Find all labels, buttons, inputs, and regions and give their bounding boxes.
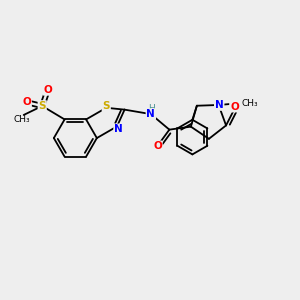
- Text: S: S: [103, 101, 110, 111]
- Text: N: N: [146, 109, 155, 119]
- Text: O: O: [22, 97, 31, 107]
- Text: O: O: [230, 102, 239, 112]
- Text: N: N: [215, 100, 224, 110]
- Text: CH₃: CH₃: [241, 99, 258, 108]
- Text: H: H: [148, 104, 155, 113]
- Text: CH₃: CH₃: [14, 115, 31, 124]
- Text: N: N: [114, 124, 123, 134]
- Text: O: O: [153, 141, 162, 152]
- Text: S: S: [38, 101, 46, 111]
- Text: O: O: [44, 85, 52, 95]
